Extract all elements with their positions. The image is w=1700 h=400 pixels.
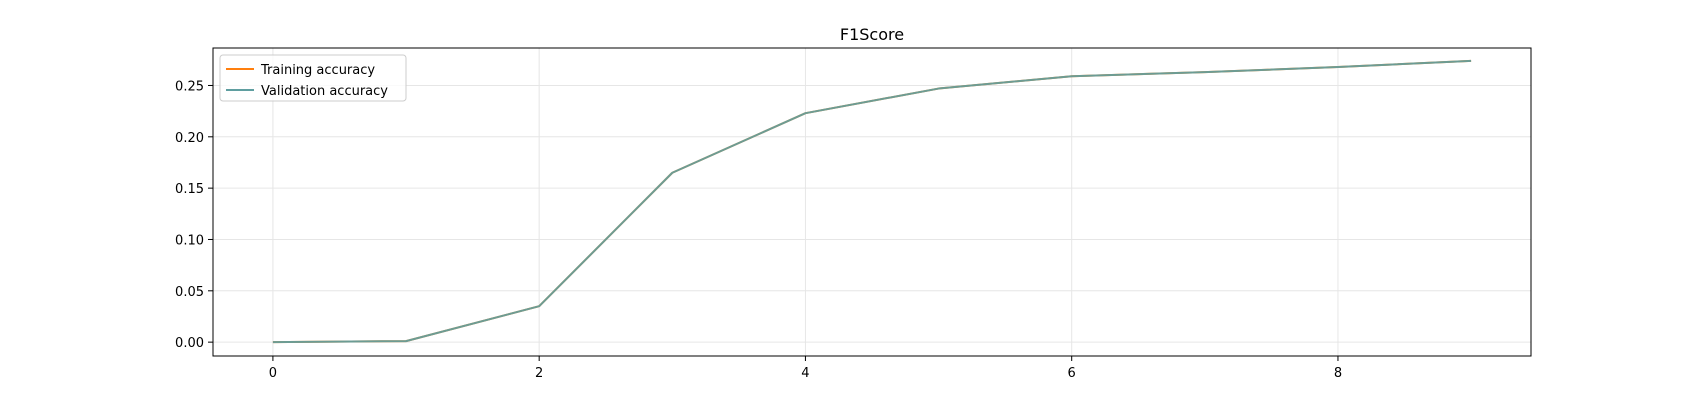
plot-area	[212, 47, 1532, 357]
grid	[213, 48, 1531, 356]
legend-label: Training accuracy	[260, 63, 375, 78]
series-lines	[272, 59, 1472, 344]
legend: Training accuracy Validation accuracy	[219, 54, 407, 102]
series-line-validation	[272, 59, 1472, 344]
y-tick-label: 0.25	[175, 79, 204, 94]
y-tick-label: 0.10	[175, 233, 204, 248]
y-tick-label: 0.20	[175, 131, 204, 146]
x-tick-label: 0	[269, 366, 277, 381]
y-tick-label: 0.05	[175, 285, 204, 300]
series-line-training	[272, 59, 1472, 344]
legend-label: Validation accuracy	[261, 84, 388, 99]
legend-box	[219, 54, 407, 102]
x-tick-label: 6	[1068, 366, 1076, 381]
axis-ticks: 0 2 4 6 8 0.00 0.05 0.10 0.15 0.20 0.25	[175, 79, 1342, 381]
y-tick-label: 0.15	[175, 182, 204, 197]
y-tick-label: 0.00	[175, 336, 204, 351]
x-tick-label: 8	[1334, 366, 1342, 381]
x-tick-label: 2	[535, 366, 543, 381]
chart-title: F1Score	[840, 25, 904, 44]
x-tick-label: 4	[801, 366, 809, 381]
